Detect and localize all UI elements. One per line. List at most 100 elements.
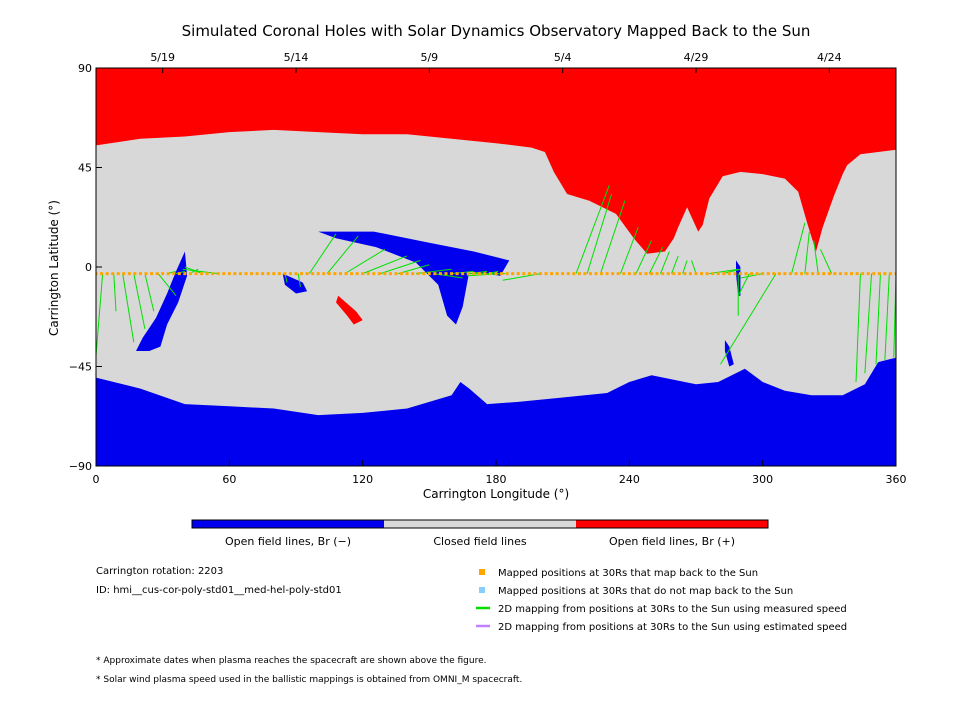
- field-line-29: [599, 200, 626, 274]
- x-tick-label: 0: [93, 473, 100, 486]
- legend-marker: [479, 569, 485, 575]
- mapped-position-point: [355, 272, 359, 276]
- colorbar-segment: [576, 520, 768, 528]
- field-line-44: [804, 231, 810, 274]
- mapped-position-point: [466, 272, 470, 276]
- colorbar-label: Closed field lines: [433, 535, 527, 548]
- mapped-position-point: [305, 272, 309, 276]
- field-line-19: [398, 264, 430, 275]
- mapped-position-point: [850, 272, 854, 276]
- mapped-position-point: [744, 272, 748, 276]
- y-tick-label: −90: [69, 460, 92, 473]
- mapped-position-point: [316, 272, 320, 276]
- mapped-position-point: [588, 272, 592, 276]
- field-line-27: [575, 185, 610, 274]
- mapped-position-point: [177, 272, 181, 276]
- mapped-position-point: [788, 272, 792, 276]
- mapped-position-point: [111, 272, 115, 276]
- field-line-13: [297, 273, 301, 287]
- date-tick-label: 5/4: [554, 51, 572, 64]
- mapped-position-point: [277, 272, 281, 276]
- y-axis-label: Carrington Latitude (°): [47, 200, 61, 336]
- negative-hole-5: [724, 340, 734, 367]
- field-line-5: [144, 273, 155, 312]
- mapped-position-point: [638, 272, 642, 276]
- field-line-49: [875, 273, 881, 365]
- mapped-position-point: [438, 272, 442, 276]
- y-tick-label: 90: [78, 62, 92, 75]
- colorbar-frame: [191, 519, 769, 529]
- mapped-position-point: [477, 272, 481, 276]
- mapped-position-point: [755, 272, 759, 276]
- legend-label: Mapped positions at 30Rs that map back t…: [498, 568, 758, 579]
- south-polar-open-region: [96, 357, 896, 466]
- mapped-position-point: [561, 272, 565, 276]
- field-line-47: [855, 273, 861, 382]
- mapped-position-point: [566, 272, 570, 276]
- mapped-position-point: [244, 272, 248, 276]
- colorbar-segment: [384, 520, 576, 528]
- mapped-position-point: [100, 272, 104, 276]
- mapped-position-point: [105, 272, 109, 276]
- mapped-position-point: [633, 272, 637, 276]
- y-tick-label: 45: [78, 162, 92, 175]
- colorbar-segment: [192, 520, 384, 528]
- date-tick-label: 4/29: [684, 51, 709, 64]
- mapped-position-point: [783, 272, 787, 276]
- mapped-position-point: [144, 272, 148, 276]
- mapped-position-point: [605, 272, 609, 276]
- mapped-position-point: [455, 272, 459, 276]
- id-info: ID: hmi__cus-cor-poly-std01__med-hel-pol…: [96, 585, 342, 596]
- mapped-position-point: [300, 272, 304, 276]
- legend-label: 2D mapping from positions at 30Rs to the…: [498, 622, 847, 633]
- mapped-position-point: [211, 272, 215, 276]
- mapped-position-point: [488, 272, 492, 276]
- field-line-17: [362, 255, 408, 275]
- positive-hole-1: [336, 295, 363, 325]
- mapped-position-point: [338, 272, 342, 276]
- mapped-position-point: [394, 272, 398, 276]
- mapped-position-point: [283, 272, 287, 276]
- mapped-position-point: [450, 272, 454, 276]
- mapped-position-point: [255, 272, 259, 276]
- mapped-position-point: [122, 272, 126, 276]
- mapped-position-point: [233, 272, 237, 276]
- mapped-position-point: [688, 272, 692, 276]
- mapped-position-point: [133, 272, 137, 276]
- field-line-32: [648, 246, 664, 274]
- field-line-16: [344, 248, 386, 275]
- mapped-position-point: [722, 272, 726, 276]
- mapped-position-point: [266, 272, 270, 276]
- mapped-position-point: [500, 272, 504, 276]
- mapped-position-point: [222, 272, 226, 276]
- mapped-position-point: [572, 272, 576, 276]
- mapped-position-point: [872, 272, 876, 276]
- mapped-position-point: [627, 272, 631, 276]
- field-line-1: [96, 273, 104, 356]
- field-line-46: [819, 249, 833, 274]
- mapped-position-point: [96, 272, 98, 276]
- mapped-position-point: [238, 272, 242, 276]
- mapped-position-point: [372, 272, 376, 276]
- mapped-position-point: [250, 272, 254, 276]
- mapped-position-point: [705, 272, 709, 276]
- mapped-position-point: [527, 272, 531, 276]
- mapped-position-point: [694, 272, 698, 276]
- x-tick-label: 300: [752, 473, 773, 486]
- date-tick-label: 5/9: [420, 51, 438, 64]
- mapped-position-point: [666, 272, 670, 276]
- mapped-position-point: [611, 272, 615, 276]
- mapped-position-point: [161, 272, 165, 276]
- field-line-43: [791, 222, 806, 274]
- mapped-position-point: [405, 272, 409, 276]
- mapped-position-point: [555, 272, 559, 276]
- mapped-position-point: [411, 272, 415, 276]
- footnote-speed: * Solar wind plasma speed used in the ba…: [96, 675, 523, 685]
- legend-label: Mapped positions at 30Rs that do not map…: [498, 586, 793, 597]
- field-line-50: [884, 273, 890, 360]
- legend-label: 2D mapping from positions at 30Rs to the…: [498, 604, 847, 615]
- y-tick-label: −45: [69, 361, 92, 374]
- mapped-position-point: [855, 272, 859, 276]
- field-line-35: [682, 260, 688, 274]
